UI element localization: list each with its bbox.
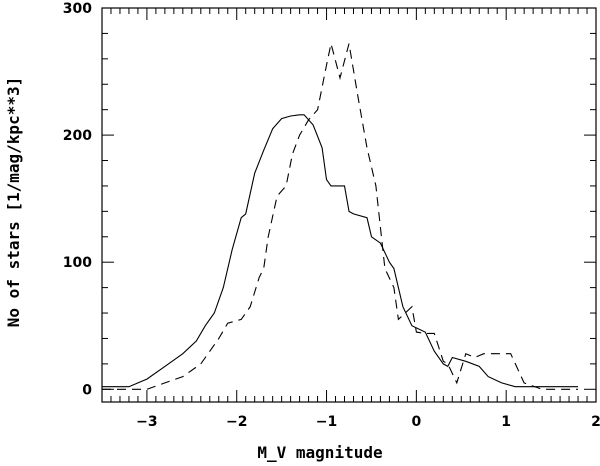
x-axis-ticks: −3 −2 −1 0 1 2	[101, 8, 600, 430]
x-tick-label: −1	[316, 414, 337, 430]
x-tick-label: 2	[591, 414, 600, 430]
x-tick-label: −3	[136, 414, 157, 430]
series-solid-line	[102, 114, 578, 388]
x-tick-label: 1	[501, 414, 511, 430]
x-tick-label: −2	[226, 414, 247, 430]
series-dashed-line	[102, 43, 578, 390]
series-layer	[102, 43, 578, 390]
y-tick-label: 200	[63, 128, 92, 144]
plot-frame	[101, 7, 597, 403]
x-tick-label: 0	[411, 414, 421, 430]
y-tick-label: 300	[63, 1, 92, 17]
x-axis-label: M_V magnitude	[257, 443, 382, 462]
y-tick-label: 100	[63, 255, 92, 271]
y-axis-ticks: 0 100 200 300	[63, 1, 596, 398]
y-tick-label: 0	[82, 382, 92, 398]
y-axis-label: No of stars [1/mag/kpc**3]	[4, 77, 23, 327]
